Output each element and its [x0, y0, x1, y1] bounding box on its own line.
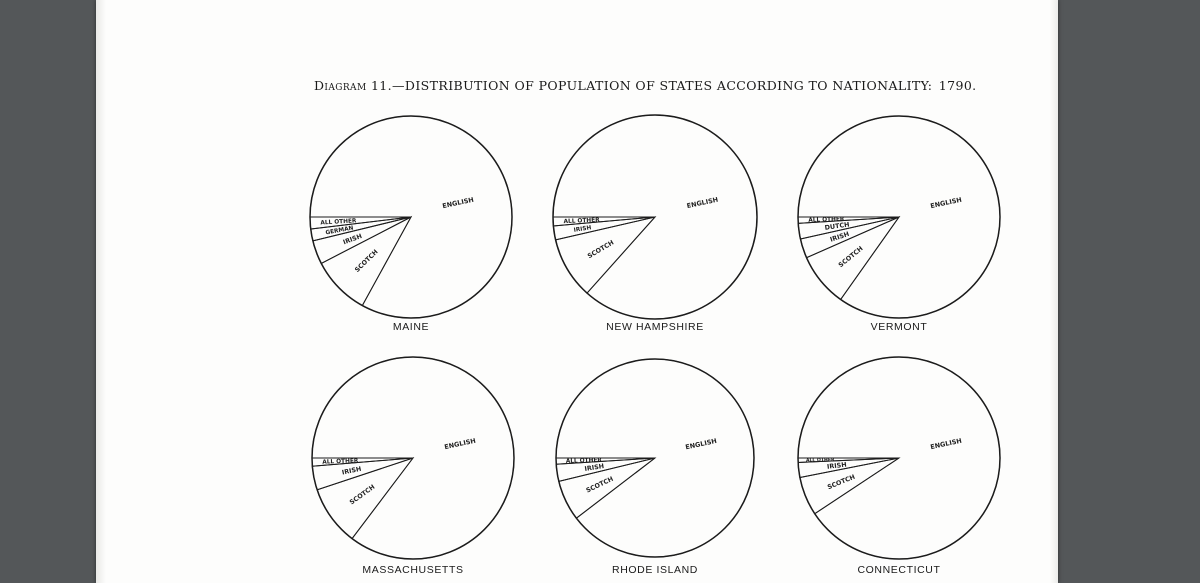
diagram-title: Diagram 11.—DISTRIBUTION OF POPULATION O… — [314, 78, 977, 93]
slice-label: DUTCH — [824, 220, 850, 231]
slice-label: SCOTCH — [348, 483, 376, 506]
slice-label: ALL OTHER — [566, 458, 603, 465]
state-name: RHODE ISLAND — [612, 564, 698, 576]
document-page: Diagram 11.—DISTRIBUTION OF POPULATION O… — [96, 0, 1058, 583]
diagram-title-prefix: Diagram — [314, 78, 367, 93]
pie-slice-english — [797, 115, 1001, 319]
slice-label: IRISH — [341, 465, 362, 477]
pie-slice-scotch — [799, 457, 900, 515]
slice-label: ALL OTHER — [806, 457, 835, 464]
pie-slice-scotch — [555, 216, 657, 294]
pie-slice-english — [311, 356, 515, 560]
slice-label: ALL OTHER — [322, 458, 359, 465]
slice-label: ENGLISH — [930, 437, 963, 451]
state-name: CONNECTICUT — [857, 564, 940, 576]
pie-slice-english — [555, 358, 755, 558]
diagram-title-year: 1790. — [938, 78, 977, 93]
pie-slice-english — [309, 115, 513, 319]
slice-label: SCOTCH — [585, 475, 615, 495]
pie-slice-english — [797, 356, 1001, 560]
pie-slice-scotch — [558, 457, 656, 519]
slice-label: ALL OTHER — [320, 218, 357, 226]
slice-label: SCOTCH — [826, 473, 856, 491]
slice-label: SCOTCH — [837, 245, 865, 270]
slice-label: ENGLISH — [685, 437, 718, 451]
slice-label: IRISH — [573, 225, 592, 234]
state-name: MASSACHUSETTS — [362, 564, 463, 576]
slice-label: GERMAN — [325, 225, 354, 236]
pie-slice-scotch — [316, 457, 415, 540]
state-name: MAINE — [393, 321, 429, 333]
slice-label: SCOTCH — [353, 248, 379, 274]
slice-label: IRISH — [584, 462, 605, 473]
slice-label: ENGLISH — [930, 196, 963, 210]
state-name: VERMONT — [871, 321, 928, 333]
state-name: NEW HAMPSHIRE — [606, 321, 704, 333]
slice-label: ALL OTHER — [564, 217, 601, 225]
slice-label: ENGLISH — [444, 437, 477, 451]
slice-label: ENGLISH — [442, 196, 475, 210]
diagram-title-text: 11.—DISTRIBUTION OF POPULATION OF STATES… — [370, 78, 933, 93]
pie-charts-grid: ALL OTHERGERMANIRISHSCOTCHENGLISHMAINEAL… — [309, 114, 1001, 576]
slice-label: SCOTCH — [586, 239, 615, 261]
slice-label: IRISH — [342, 232, 363, 246]
slice-label: ENGLISH — [686, 196, 719, 210]
slice-label: IRISH — [827, 461, 847, 471]
pie-slice-english — [552, 114, 758, 320]
slice-label: ALL OTHER — [808, 217, 845, 224]
